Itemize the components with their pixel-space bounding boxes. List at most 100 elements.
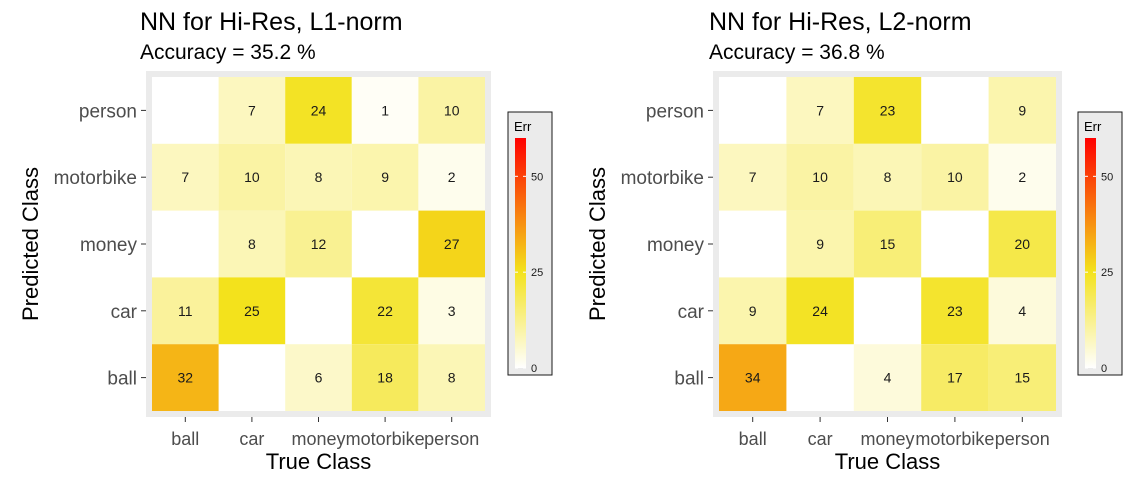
chart-title: NN for Hi-Res, L2-norm — [709, 8, 972, 36]
heatmap-panel-2: 7 23 9 7 10 8 10 2 9 15 20 9 24 23 4 34 4 17 15 NN for Hi-R… — [585, 8, 1123, 474]
y-tick-label: motorbike — [54, 168, 137, 189]
cell-value-label: 34 — [745, 370, 761, 386]
heatmap-cell — [285, 77, 352, 144]
heatmap-cell — [351, 277, 419, 345]
heatmap-cell — [853, 210, 922, 278]
x-axis-title: True Class — [266, 449, 372, 474]
heatmap-cell — [351, 143, 419, 211]
y-axis-title: Predicted Class — [18, 167, 43, 321]
heatmap-cell — [988, 143, 1056, 211]
y-tick-label: ball — [107, 369, 137, 390]
heatmap-cell — [152, 143, 219, 211]
heatmap-cell — [218, 210, 286, 278]
legend-box — [507, 111, 553, 376]
cell-value-label: 8 — [315, 169, 323, 185]
cell-value-label: 11 — [178, 303, 193, 319]
cell-value-label: 8 — [884, 169, 892, 185]
y-tick-label: money — [80, 235, 138, 256]
x-tick-label: motorbike — [346, 429, 425, 449]
cell-value-label: 1 — [381, 102, 389, 118]
y-tick-label: person — [79, 101, 137, 122]
cell-value-label: 7 — [749, 169, 757, 185]
legend-tick-label: 50 — [1101, 171, 1113, 183]
heatmap-cell — [719, 277, 787, 345]
cell-value-label: 9 — [816, 236, 824, 252]
y-tick-label: car — [111, 302, 138, 323]
heatmap-cell — [988, 344, 1056, 411]
cell-value-label: 2 — [448, 169, 456, 185]
heatmap-cell — [418, 210, 485, 278]
cell-value-label: 17 — [947, 370, 963, 386]
y-tick-label: car — [678, 302, 705, 323]
cell-value-label: 7 — [181, 169, 189, 185]
legend-colorbar — [515, 138, 526, 368]
legend-colorbar — [1085, 138, 1096, 368]
heatmap-cell — [988, 277, 1056, 345]
heatmap-cell — [218, 143, 286, 211]
color-legend: Err 0 25 50 — [1077, 111, 1123, 376]
x-tick-label: person — [424, 429, 479, 449]
cell-value-label: 4 — [884, 370, 892, 386]
heatmap-cell — [285, 143, 352, 211]
cell-value-label: 10 — [812, 169, 828, 185]
heatmap-cell — [285, 210, 352, 278]
heatmap-cell — [921, 143, 989, 211]
heatmap-cell — [719, 344, 787, 411]
cell-value-label: 24 — [311, 102, 327, 118]
y-tick-label: money — [647, 235, 705, 256]
cell-value-label: 23 — [947, 303, 963, 319]
heatmap-cell — [719, 143, 787, 211]
legend-tick-label: 0 — [531, 363, 537, 375]
heatmap-cell — [351, 344, 419, 411]
cell-value-label: 24 — [812, 303, 828, 319]
heatmap-cell — [418, 77, 485, 144]
legend-title: Err — [514, 119, 532, 134]
legend-tick-label: 25 — [1101, 267, 1113, 279]
cell-value-label: 8 — [248, 236, 256, 252]
y-tick-label: ball — [674, 369, 704, 390]
heatmap-cell — [786, 210, 854, 278]
heatmap-cell — [921, 277, 989, 345]
cell-value-label: 4 — [1018, 303, 1026, 319]
y-axis-title: Predicted Class — [585, 167, 610, 321]
cell-value-label: 23 — [880, 102, 896, 118]
cell-value-label: 10 — [444, 102, 460, 118]
cell-value-label: 7 — [816, 102, 824, 118]
legend-tick-label: 0 — [1101, 363, 1107, 375]
cell-value-label: 22 — [377, 303, 393, 319]
cell-value-label: 9 — [1018, 102, 1026, 118]
x-tick-label: ball — [739, 429, 767, 449]
heatmap-cell — [218, 77, 286, 144]
heatmap-cell — [786, 277, 854, 345]
chart-title: NN for Hi-Res, L1-norm — [140, 8, 403, 36]
cell-value-label: 18 — [377, 370, 393, 386]
cell-value-label: 9 — [381, 169, 389, 185]
heatmap-cell — [418, 143, 485, 211]
x-tick-label: ball — [171, 429, 199, 449]
legend-tick-label: 25 — [531, 267, 543, 279]
heatmap-cell — [988, 210, 1056, 278]
heatmap-cell — [853, 143, 922, 211]
heatmap-cell — [988, 77, 1056, 144]
heatmap-cell — [853, 77, 922, 144]
heatmap-cell — [218, 277, 286, 345]
cell-value-label: 27 — [444, 236, 460, 252]
heatmap-cell — [152, 344, 219, 411]
heatmap-cell — [786, 77, 854, 144]
x-tick-label: money — [291, 429, 345, 449]
heatmap-cell — [921, 344, 989, 411]
cell-value-label: 15 — [1015, 370, 1031, 386]
heatmap-cell — [853, 344, 922, 411]
heatmap-cell — [152, 277, 219, 345]
heatmap-cell — [351, 77, 419, 144]
cell-value-label: 12 — [311, 236, 327, 252]
heatmap-cell — [418, 344, 485, 411]
x-tick-label: money — [860, 429, 914, 449]
heatmap-panel-1: 7 24 1 10 7 10 8 9 2 8 12 27 11 25 22 3 32 6 18 8 NN for Hi-… — [18, 8, 553, 474]
cell-value-label: 2 — [1018, 169, 1026, 185]
cell-value-label: 8 — [448, 370, 456, 386]
cell-value-label: 10 — [947, 169, 963, 185]
cell-value-label: 20 — [1015, 236, 1031, 252]
